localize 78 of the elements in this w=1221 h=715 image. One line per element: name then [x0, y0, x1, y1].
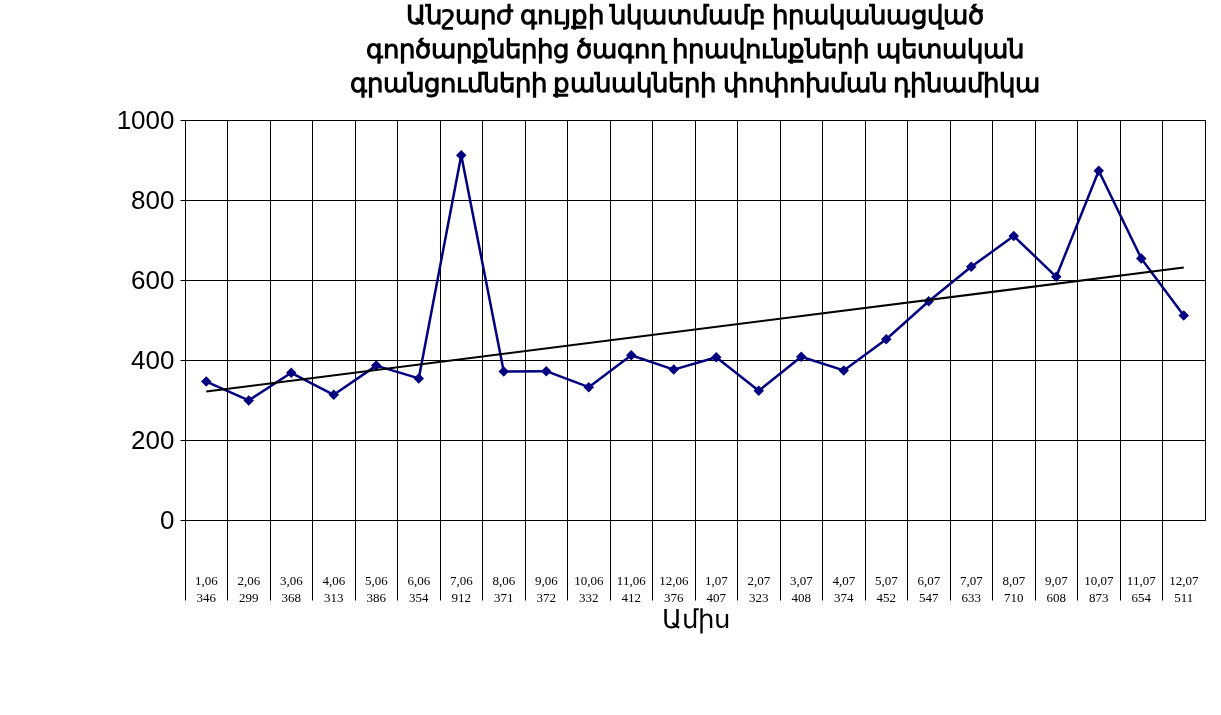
- x-tick-label: 9,07: [1044, 572, 1069, 588]
- point: [498, 366, 509, 377]
- point: [1008, 230, 1019, 242]
- x-tick-label: 4,07: [832, 572, 856, 588]
- data-label: 374: [834, 590, 854, 605]
- data-label: 654: [1131, 590, 1152, 605]
- point: [881, 333, 892, 345]
- point: [966, 261, 977, 273]
- point: [541, 365, 552, 377]
- point: [243, 395, 254, 406]
- chart-title: Անշարժ գույքի նկատմամբ իրականացված գործարքներից ծագող իրավունքների պետական գրանցումների քանակների փոփոխման դինամիկա: [349, 1, 1041, 98]
- y-tick-label: 600: [131, 264, 175, 295]
- x-tick-label: 9,06: [534, 572, 559, 588]
- x-tick-label: 3,07: [789, 572, 814, 588]
- data-label: 354: [409, 590, 429, 605]
- point: [371, 360, 382, 371]
- point: [286, 367, 297, 379]
- point: [328, 389, 339, 401]
- point: [413, 373, 424, 384]
- point: [583, 381, 594, 393]
- x-tick-label: 1,07: [704, 572, 729, 588]
- data-label: 608: [1046, 590, 1066, 605]
- data-label: 371: [494, 590, 514, 605]
- data-label: 386: [366, 590, 387, 605]
- x-tick-label: 1,06: [194, 572, 219, 588]
- data-label: 313: [324, 590, 344, 605]
- x-tick-label: 6,07: [917, 572, 941, 588]
- x-axis-title: Ամիս: [661, 605, 730, 634]
- x-tick-label: 8,06: [492, 572, 516, 588]
- y-tick-label: 400: [131, 344, 175, 375]
- x-tick-label: 4,06: [322, 572, 346, 588]
- data-label: 368: [281, 590, 301, 605]
- data-label: 323: [749, 590, 769, 605]
- point: [1093, 165, 1104, 177]
- x-tick-label: 6,06: [407, 572, 431, 588]
- point: [1178, 310, 1189, 321]
- y-tick-label: 1000: [116, 104, 175, 135]
- data-label: 332: [579, 590, 599, 605]
- x-tick-label: 5,07: [874, 572, 899, 588]
- data-label: 912: [451, 590, 471, 605]
- x-tick-label: 11,06: [616, 572, 647, 588]
- x-tick-label: 12,06: [659, 572, 689, 588]
- data-label: 346: [196, 590, 217, 605]
- point: [796, 351, 807, 363]
- point: [1051, 271, 1062, 283]
- x-tick-label: 11,07: [1126, 572, 1157, 588]
- data-label: 452: [876, 590, 896, 605]
- point: [711, 351, 722, 363]
- x-tick-label: 3,06: [279, 572, 304, 588]
- point: [626, 349, 637, 361]
- data-label: 710: [1004, 590, 1024, 605]
- data-label: 376: [664, 590, 684, 605]
- data-label: 408: [791, 590, 811, 605]
- x-tick-label: 10,06: [574, 572, 604, 588]
- data-label: 873: [1089, 590, 1109, 605]
- point: [668, 364, 679, 375]
- data-label: 412: [621, 590, 641, 605]
- x-tick-label: 10,07: [1084, 572, 1114, 588]
- x-tick-label: 7,07: [959, 572, 984, 588]
- x-tick-label: 7,06: [449, 572, 474, 588]
- point: [838, 365, 849, 376]
- x-tick-label: 2,06: [237, 572, 261, 588]
- point: [753, 385, 764, 397]
- data-label: 299: [239, 590, 259, 605]
- y-tick-label: 200: [131, 424, 175, 455]
- y-tick-label: 800: [131, 184, 175, 215]
- x-tick-label: 8,07: [1002, 572, 1026, 588]
- data-label: 633: [961, 590, 981, 605]
- y-tick-label: 0: [160, 504, 175, 535]
- point: [1136, 253, 1147, 264]
- x-tick-label: 2,07: [747, 572, 771, 588]
- data-label: 511: [1174, 590, 1194, 605]
- x-tick-label: 12,07: [1169, 572, 1199, 588]
- data-label: 372: [536, 590, 556, 605]
- point: [201, 376, 212, 387]
- data-label: 407: [706, 590, 727, 605]
- data-label: 547: [919, 590, 939, 605]
- x-tick-label: 5,06: [364, 572, 389, 588]
